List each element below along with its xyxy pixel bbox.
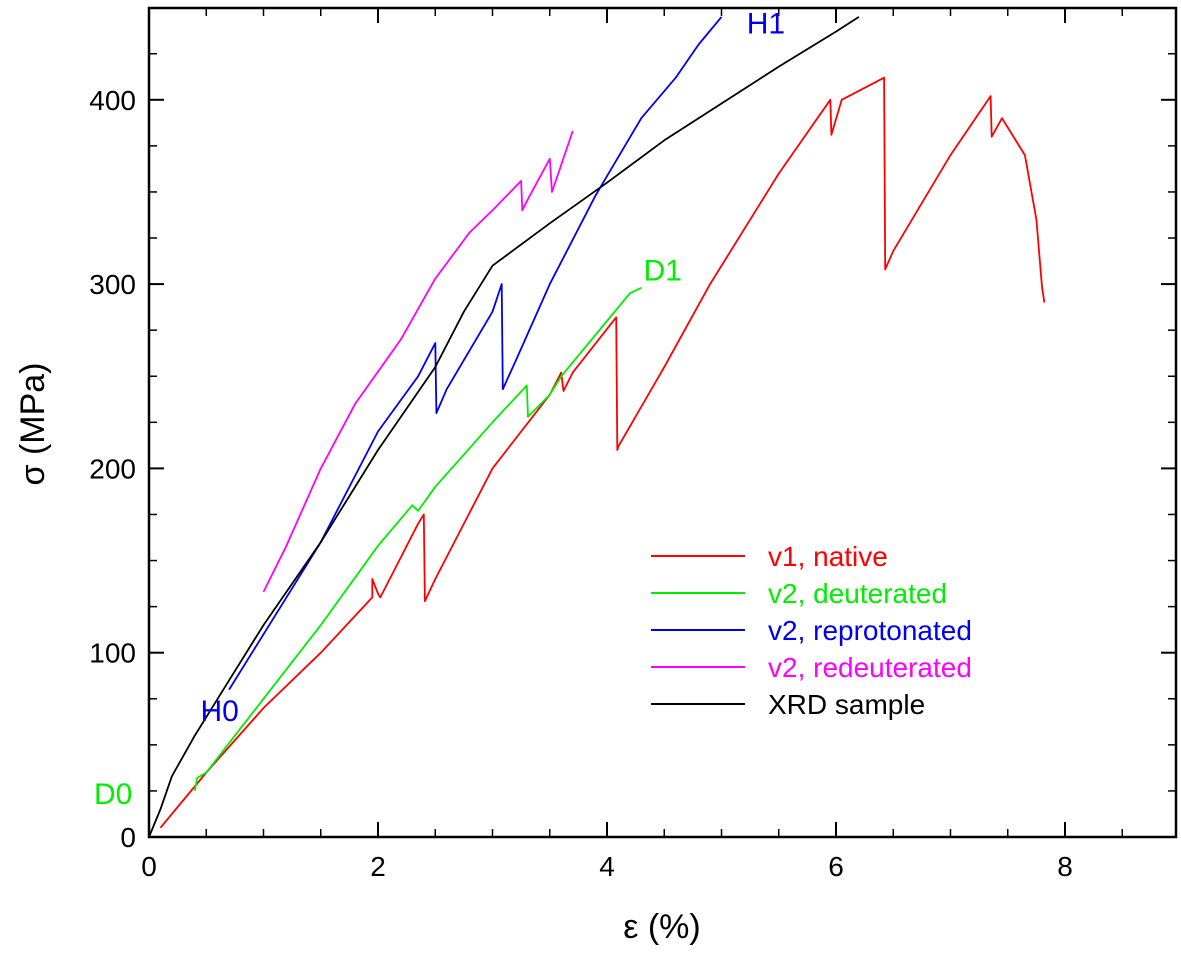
series-line-0 [159, 76, 1046, 829]
x-tick-label: 4 [599, 851, 615, 882]
annotation-h0: H0 [201, 695, 239, 728]
series-line-1 [193, 286, 642, 792]
series-line-4 [148, 16, 860, 838]
x-tick-label: 6 [828, 851, 844, 882]
x-tick-label: 0 [141, 851, 157, 882]
x-tick-label: 8 [1057, 851, 1073, 882]
legend-label: v2, redeuterated [768, 652, 972, 683]
annotation-h1: H1 [747, 7, 785, 40]
series-layer [148, 16, 1046, 838]
x-axis-label: ε (%) [623, 908, 700, 946]
annotation-d0: D0 [94, 778, 132, 811]
legend: v1, native v2, deuterated v2, reprotonated… [651, 541, 972, 720]
x-tick-label: 2 [370, 851, 386, 882]
annotation-d1: D1 [644, 254, 682, 287]
series-line-2 [228, 16, 723, 691]
y-tick-label: 200 [89, 453, 136, 484]
plot-frame [147, 6, 1178, 839]
y-tick-label: 100 [89, 638, 136, 669]
series-line-3 [262, 130, 574, 593]
axis-ticks: 0 2 4 6 8 0 100 200 300 400 [89, 8, 1176, 882]
legend-label: XRD sample [768, 689, 925, 720]
y-axis-label: σ (MPa) [14, 363, 52, 486]
y-tick-label: 400 [89, 85, 136, 116]
legend-label: v2, reprotonated [768, 615, 972, 646]
legend-label: v1, native [768, 541, 888, 572]
annotations-layer: H0 D0 H1 D1 [94, 7, 785, 810]
legend-label: v2, deuterated [768, 578, 947, 609]
y-tick-label: 0 [120, 822, 136, 853]
y-tick-label: 300 [89, 269, 136, 300]
